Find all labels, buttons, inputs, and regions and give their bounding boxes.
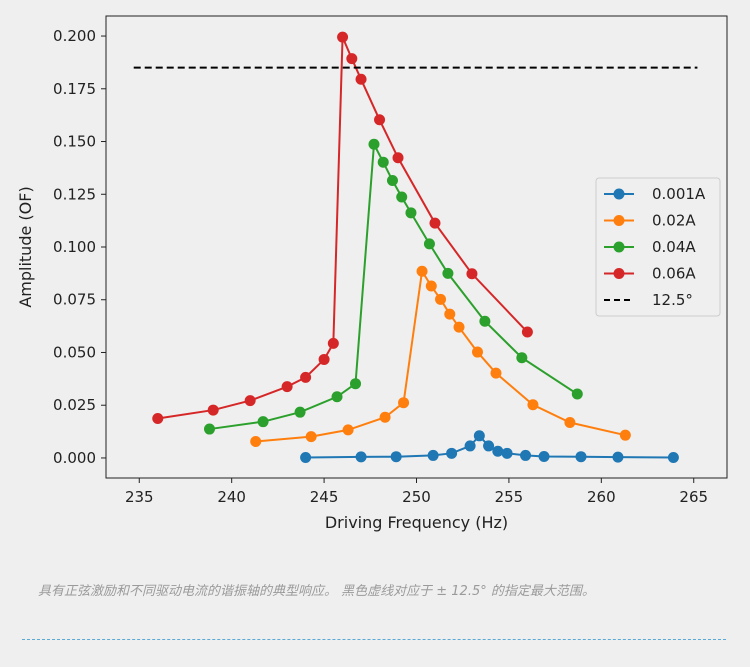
- data-point-0-06A: [281, 381, 293, 393]
- y-axis-label: Amplitude (OF): [16, 186, 35, 307]
- x-tick-label: 260: [587, 488, 616, 506]
- data-point-0-02A: [527, 399, 539, 411]
- data-point-0-02A: [379, 411, 391, 423]
- data-point-0-001A: [390, 451, 402, 463]
- data-point-0-06A: [374, 114, 386, 126]
- y-tick-label: 0.125: [53, 185, 96, 203]
- data-point-0-06A: [346, 53, 358, 65]
- data-point-0-001A: [538, 450, 550, 462]
- legend-label-12-5: 12.5°: [652, 291, 693, 309]
- legend-marker-0-06A: [613, 268, 625, 279]
- data-point-0-06A: [244, 395, 256, 407]
- data-point-0-04A: [479, 315, 491, 327]
- x-tick-label: 245: [310, 488, 339, 506]
- data-point-0-001A: [464, 440, 476, 452]
- data-point-0-02A: [471, 346, 483, 358]
- y-tick-label: 0.175: [53, 80, 96, 98]
- x-tick-label: 250: [402, 488, 431, 506]
- legend-label-0-04A: 0.04A: [652, 238, 696, 256]
- data-point-0-04A: [571, 388, 583, 400]
- data-point-0-06A: [300, 371, 312, 383]
- legend-label-0-06A: 0.06A: [652, 265, 696, 283]
- data-point-0-06A: [392, 152, 404, 164]
- x-tick-label: 240: [217, 488, 246, 506]
- data-point-0-001A: [575, 451, 587, 463]
- data-point-0-06A: [521, 326, 533, 338]
- data-point-0-02A: [453, 321, 465, 333]
- data-point-0-04A: [350, 378, 362, 390]
- data-point-0-001A: [520, 449, 532, 461]
- data-point-0-001A: [612, 451, 624, 463]
- data-point-0-06A: [337, 31, 349, 43]
- data-point-0-06A: [355, 73, 367, 85]
- data-point-0-001A: [427, 449, 439, 461]
- legend-marker-0-001A: [613, 188, 625, 200]
- series-0-02A: [250, 265, 631, 448]
- y-tick-label: 0.000: [53, 449, 96, 467]
- series-0-04A: [204, 138, 583, 435]
- data-point-0-04A: [257, 416, 269, 428]
- data-point-0-001A: [667, 452, 679, 464]
- data-point-0-001A: [473, 430, 485, 442]
- data-point-0-001A: [483, 440, 495, 452]
- data-point-0-02A: [435, 293, 447, 305]
- x-tick-label: 235: [125, 488, 154, 506]
- legend-label-0-02A: 0.02A: [652, 212, 696, 230]
- legend-marker-0-02A: [613, 215, 625, 226]
- ticks-layer: 235 240 245 250 255 260 265 0.000 0.025 0.050 0.07…: [53, 27, 708, 506]
- data-point-0-001A: [300, 452, 312, 464]
- y-tick-label: 0.200: [53, 27, 96, 45]
- data-point-0-001A: [501, 447, 513, 459]
- x-tick-label: 265: [679, 488, 708, 506]
- chart: 235 240 245 250 255 260 265 0.000 0.025 0.050 0.07…: [16, 15, 728, 532]
- data-point-0-02A: [305, 431, 317, 443]
- x-axis-label: Driving Frequency (Hz): [325, 513, 508, 532]
- data-point-0-06A: [152, 413, 164, 425]
- x-tick-label: 255: [495, 488, 524, 506]
- data-point-0-06A: [327, 337, 339, 349]
- data-point-0-04A: [516, 352, 528, 364]
- series-0-001A: [300, 430, 679, 464]
- data-point-0-02A: [250, 436, 262, 448]
- data-point-0-04A: [423, 238, 435, 250]
- data-point-0-04A: [396, 191, 408, 203]
- legend: 0.001A 0.02A 0.04A 0.06A 12.5°: [595, 177, 721, 317]
- data-point-0-001A: [492, 445, 504, 457]
- data-point-0-04A: [368, 138, 380, 150]
- data-point-0-04A: [405, 207, 417, 219]
- series-0-06A: [152, 31, 533, 425]
- data-point-0-02A: [342, 424, 354, 436]
- y-tick-label: 0.025: [53, 396, 96, 414]
- y-tick-label: 0.050: [53, 343, 96, 361]
- data-point-0-04A: [294, 406, 306, 418]
- data-point-0-001A: [446, 447, 458, 459]
- y-tick-label: 0.100: [53, 238, 96, 256]
- data-point-0-02A: [564, 417, 576, 429]
- data-point-0-02A: [416, 265, 428, 277]
- data-point-0-04A: [331, 391, 343, 403]
- data-point-0-02A: [619, 429, 631, 441]
- legend-marker-0-04A: [613, 241, 625, 253]
- data-point-0-02A: [425, 280, 437, 292]
- y-tick-label: 0.150: [53, 133, 96, 151]
- data-point-0-04A: [442, 267, 454, 279]
- data-point-0-02A: [444, 308, 456, 320]
- data-point-0-06A: [318, 353, 330, 365]
- series-layer: [133, 31, 698, 464]
- y-tick-label: 0.075: [53, 291, 96, 309]
- data-point-0-02A: [398, 397, 410, 409]
- legend-box: [595, 177, 721, 317]
- data-point-0-04A: [386, 175, 398, 187]
- data-point-0-04A: [377, 156, 389, 168]
- data-point-0-06A: [429, 217, 441, 229]
- data-point-0-06A: [466, 268, 478, 280]
- data-point-0-02A: [490, 367, 502, 379]
- figure-caption: 具有正弦激励和不同驱动电流的谐振轴的典型响应。 黑色虚线对应于 ± 12.5° …: [38, 584, 595, 599]
- data-point-0-001A: [355, 451, 367, 463]
- data-point-0-06A: [207, 404, 219, 416]
- data-point-0-04A: [204, 423, 215, 435]
- dashed-divider: [22, 639, 726, 640]
- legend-label-0-001A: 0.001A: [652, 185, 706, 203]
